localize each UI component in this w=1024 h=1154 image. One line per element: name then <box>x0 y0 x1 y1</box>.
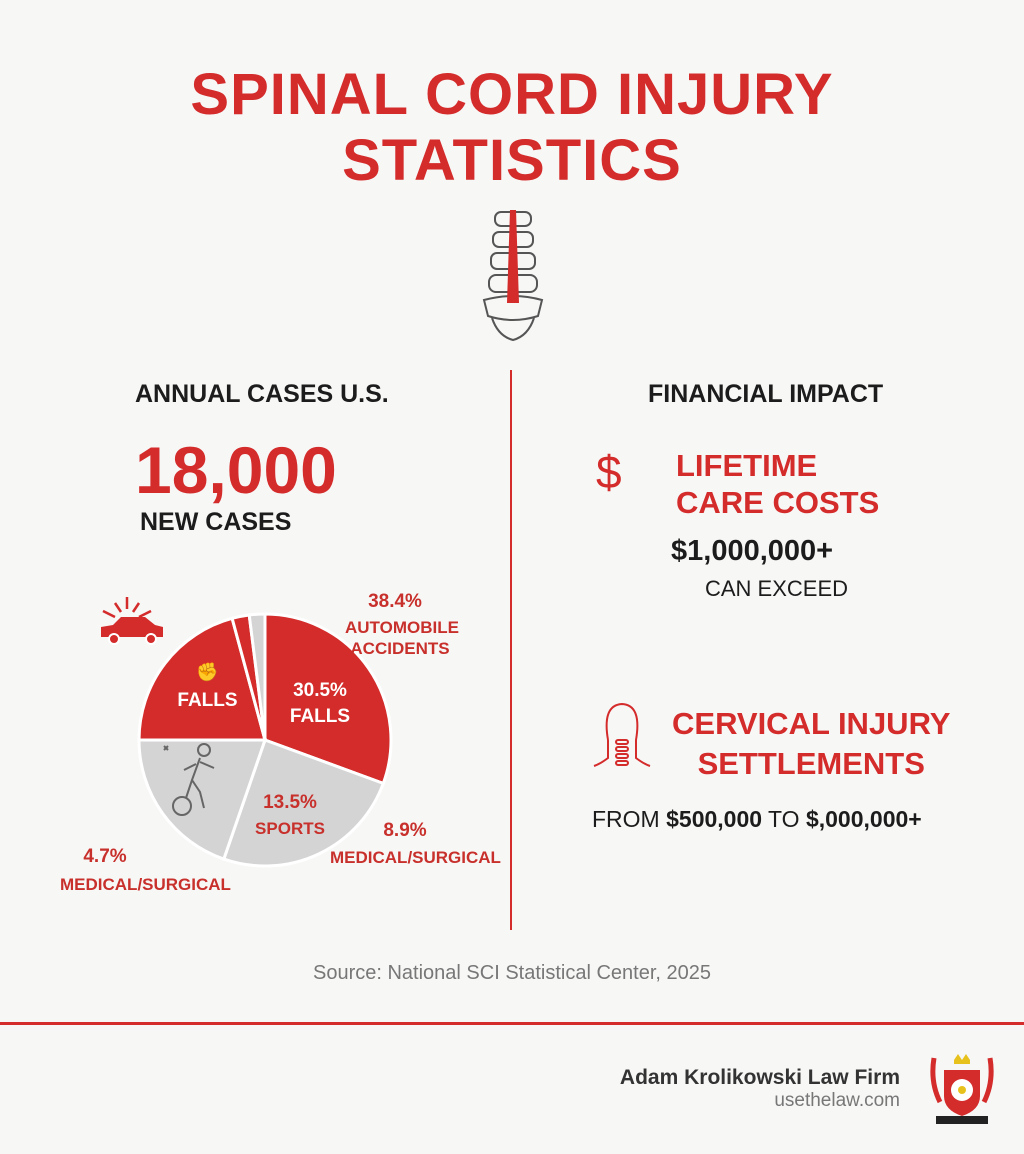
label-sports-name: SPORTS <box>255 819 325 838</box>
cervical-title: CERVICAL INJURY SETTLEMENTS <box>672 706 951 781</box>
column-divider <box>510 370 512 930</box>
sports-player-icon <box>163 743 215 816</box>
label-med2-name: MEDICAL/SURGICAL <box>60 875 231 894</box>
pie-slice-1 <box>221 738 386 868</box>
label-falls-name: FALLS <box>289 706 351 727</box>
fist-icon: ✊ <box>196 662 219 682</box>
annual-cases-number: 18,000 <box>135 433 337 507</box>
firm-url[interactable]: usethelaw.com <box>774 1090 900 1111</box>
label-falls-inner: FALLS <box>177 690 238 711</box>
spine-icon <box>482 210 544 342</box>
firm-logo <box>930 1054 994 1124</box>
pie-slice-3 <box>137 616 267 742</box>
label-falls-pct: 30.5% <box>293 680 347 701</box>
label-med2-pct: 4.7% <box>83 846 127 867</box>
page-title: SPINAL CORD INJURY STATISTICS <box>190 62 834 193</box>
pie-slice-5 <box>247 612 267 741</box>
settlement-range: FROM $500,000 TO $,000,000+ <box>592 806 922 832</box>
footer-divider <box>0 1022 1024 1025</box>
firm-info: Adam Krolikowski Law Firm usethelaw.com <box>620 1066 900 1112</box>
car-crash-icon <box>101 597 163 645</box>
label-med1-pct: 8.9% <box>383 820 427 841</box>
care-costs-value: $1,000,000+ <box>671 535 834 567</box>
annual-cases-label: NEW CASES <box>140 508 292 536</box>
financial-heading: FINANCIAL IMPACT <box>648 380 884 408</box>
label-auto-pct: 38.4% <box>368 591 422 612</box>
care-costs-title: LIFETIME CARE COSTS <box>676 448 880 520</box>
label-auto-name: AUTOMOBILE ACCIDENTS <box>345 618 459 658</box>
label-sports-pct: 13.5% <box>263 792 317 813</box>
firm-name: Adam Krolikowski Law Firm <box>619 1066 900 1089</box>
annual-cases-heading: ANNUAL CASES U.S. <box>135 380 389 408</box>
pie-slice-0 <box>263 612 393 786</box>
label-med1-name: MEDICAL/SURGICAL <box>330 848 501 867</box>
care-costs-sub: CAN EXCEED <box>705 576 849 601</box>
dollar-icon: $ <box>596 446 622 498</box>
neck-spine-icon <box>593 702 651 767</box>
source-note: Source: National SCI Statistical Center,… <box>313 962 711 984</box>
